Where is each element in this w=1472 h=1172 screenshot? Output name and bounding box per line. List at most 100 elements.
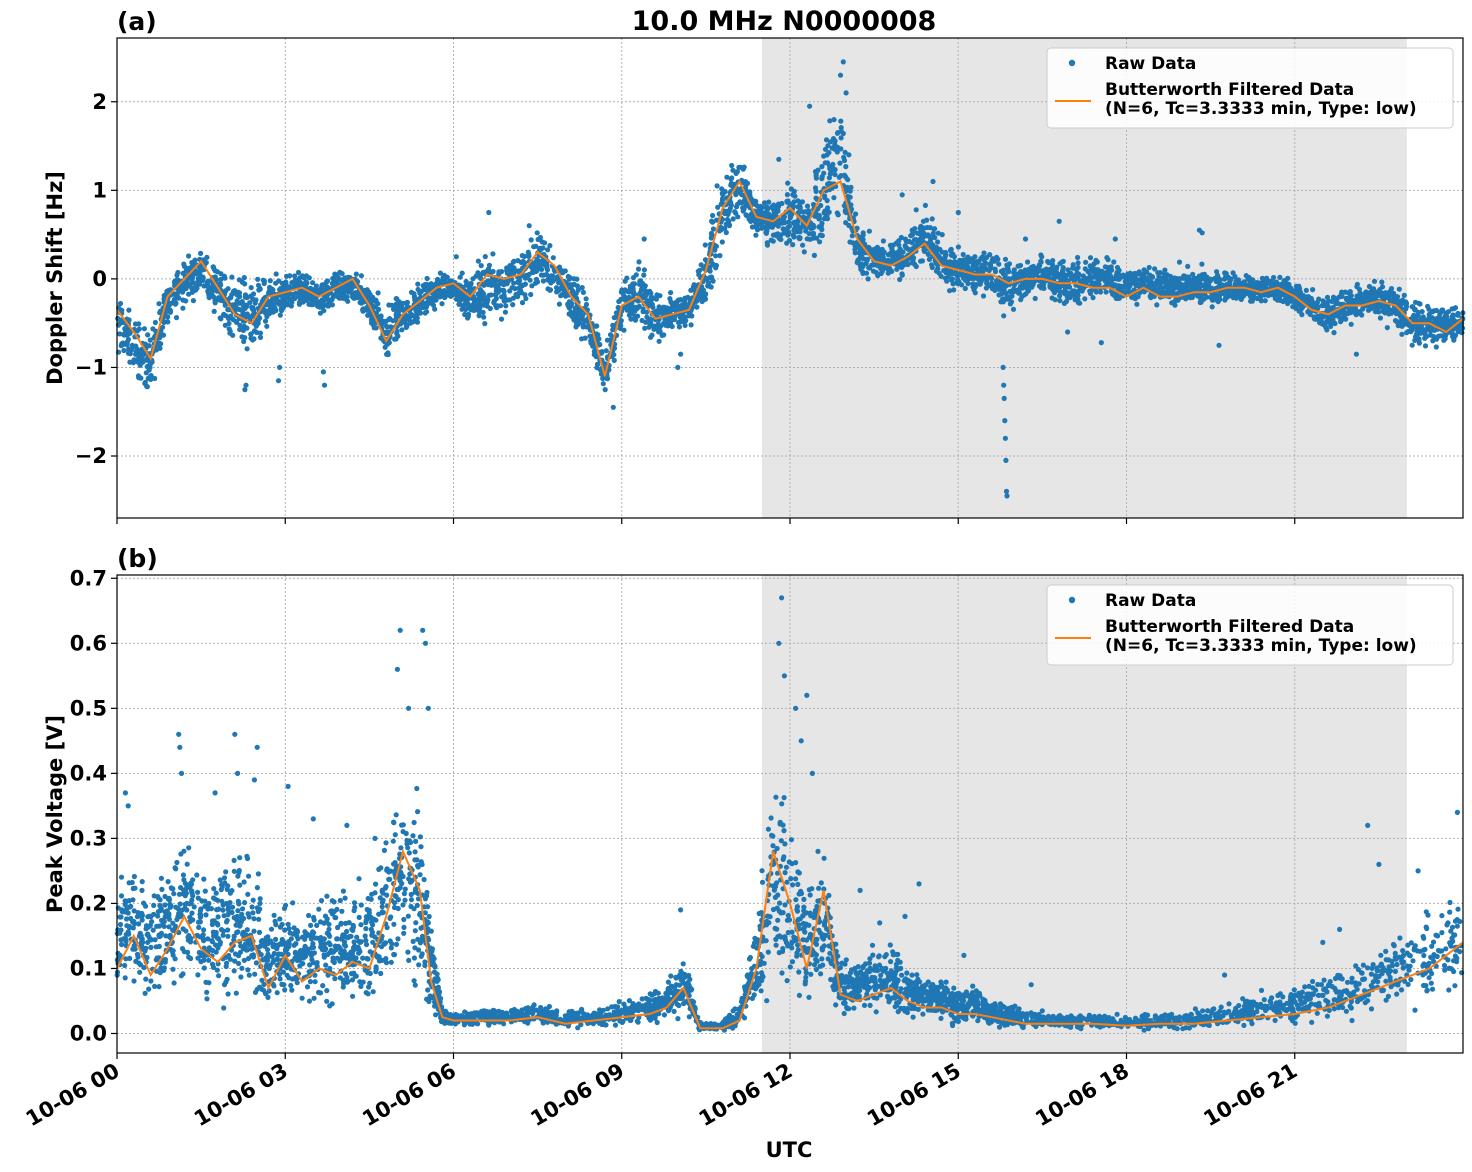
raw-data-point — [509, 285, 515, 291]
raw-data-point — [165, 314, 171, 320]
raw-data-point — [791, 199, 797, 205]
raw-data-point — [853, 211, 859, 217]
raw-data-point — [548, 279, 554, 285]
raw-data-point — [926, 240, 933, 246]
raw-data-point — [816, 216, 822, 222]
raw-data-point — [1436, 333, 1442, 339]
raw-data-point — [1161, 271, 1167, 277]
raw-data-point — [846, 222, 852, 228]
raw-data-point — [460, 303, 466, 309]
raw-data-point — [411, 291, 417, 297]
raw-data-point — [1262, 298, 1268, 304]
raw-data-point — [688, 287, 694, 293]
raw-data-point — [1154, 302, 1160, 308]
raw-data-point — [1003, 457, 1009, 463]
raw-data-point — [535, 236, 541, 243]
raw-data-point — [498, 279, 504, 285]
raw-data-point — [545, 247, 551, 253]
raw-data-point — [473, 298, 479, 304]
raw-data-point — [771, 205, 777, 211]
raw-data-point — [689, 313, 695, 319]
raw-data-point — [157, 335, 163, 341]
raw-data-point — [141, 326, 147, 332]
raw-data-point — [1395, 319, 1401, 325]
raw-data-point — [498, 316, 505, 322]
raw-data-point — [637, 279, 643, 285]
raw-data-point — [932, 226, 938, 232]
raw-data-point — [1404, 330, 1410, 336]
raw-data-point — [813, 188, 819, 194]
raw-data-point — [1376, 309, 1382, 315]
raw-data-point — [1277, 274, 1283, 280]
raw-data-point — [278, 306, 284, 312]
raw-data-point — [1344, 297, 1350, 303]
raw-data-points-a — [115, 59, 1466, 499]
raw-data-point — [827, 139, 834, 145]
raw-data-point — [1360, 306, 1366, 312]
raw-data-point — [1057, 298, 1063, 304]
legend-filtered-label-line: Butterworth Filtered Data — [1105, 80, 1354, 100]
raw-data-point — [656, 338, 662, 344]
raw-data-point — [468, 282, 474, 288]
raw-data-point — [510, 302, 516, 308]
raw-data-point — [240, 302, 246, 308]
raw-data-point — [118, 893, 125, 899]
raw-data-point — [980, 293, 987, 299]
raw-data-point — [210, 264, 216, 270]
legend-raw-marker-a — [1068, 59, 1076, 67]
raw-data-point — [562, 290, 568, 296]
raw-data-point — [1199, 261, 1205, 267]
raw-data-point — [986, 267, 992, 273]
raw-data-point — [974, 261, 980, 267]
raw-data-point — [298, 280, 304, 286]
raw-data-point — [1032, 295, 1038, 302]
raw-data-point — [776, 156, 782, 162]
raw-data-point — [255, 318, 261, 324]
raw-data-point — [1282, 296, 1289, 302]
raw-data-point — [138, 375, 144, 381]
raw-data-point — [694, 304, 700, 310]
raw-data-point — [1403, 299, 1409, 305]
raw-data-point — [932, 234, 938, 241]
raw-data-point — [890, 256, 896, 262]
raw-data-point — [1303, 287, 1309, 293]
raw-data-point — [984, 254, 990, 261]
raw-data-point — [127, 955, 133, 962]
raw-data-point — [134, 328, 140, 334]
raw-data-point — [1217, 277, 1223, 283]
raw-data-point — [1171, 275, 1178, 281]
raw-data-point — [218, 271, 224, 277]
raw-data-point — [838, 118, 844, 124]
raw-data-point — [1343, 316, 1349, 322]
raw-data-point — [595, 361, 601, 367]
raw-data-point — [691, 282, 697, 288]
raw-data-point — [708, 284, 714, 290]
raw-data-point — [1075, 264, 1081, 271]
raw-data-point — [1370, 286, 1377, 292]
raw-data-point — [1134, 301, 1140, 307]
raw-data-point — [526, 223, 532, 229]
raw-data-point — [1064, 294, 1070, 300]
raw-data-point — [200, 277, 206, 283]
raw-data-point — [319, 282, 325, 288]
raw-data-point — [913, 263, 919, 270]
raw-data-point — [726, 208, 732, 214]
raw-data-point — [682, 314, 688, 320]
raw-data-point — [1334, 300, 1340, 307]
raw-data-point — [826, 175, 833, 181]
raw-data-point — [733, 170, 739, 176]
raw-data-point — [1232, 288, 1238, 294]
raw-data-point — [1346, 290, 1352, 296]
raw-data-point — [507, 297, 513, 303]
raw-data-point — [481, 314, 487, 320]
raw-data-point — [978, 268, 984, 274]
raw-data-point — [804, 203, 811, 209]
raw-data-point — [1093, 257, 1099, 263]
raw-data-point — [822, 160, 828, 166]
raw-data-point — [796, 234, 802, 240]
raw-data-point — [122, 909, 128, 915]
raw-data-point — [274, 297, 280, 303]
raw-data-point — [1004, 493, 1010, 499]
raw-data-point — [641, 267, 648, 273]
